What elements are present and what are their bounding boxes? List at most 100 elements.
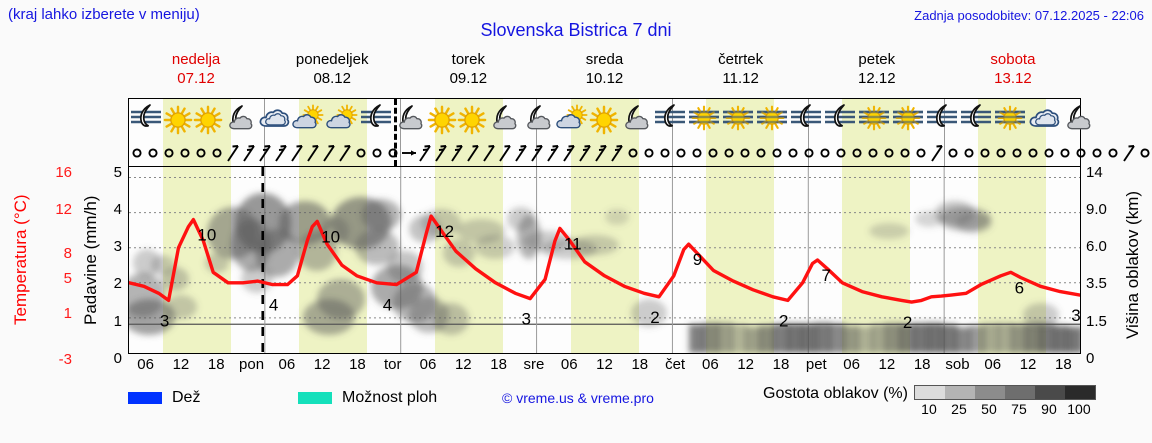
moon-cloud-icon bbox=[393, 100, 427, 140]
temp-annotation: 3 bbox=[160, 311, 169, 330]
wind-symbol-barb-1 bbox=[481, 141, 497, 165]
now-marker-strip bbox=[394, 99, 398, 166]
wind-symbol-barb-1 bbox=[1121, 141, 1137, 165]
cloud-density-tick-3: 75 bbox=[1011, 401, 1027, 417]
wind-symbol-calm bbox=[1057, 141, 1073, 165]
day-header-row: nedelja 07.12 ponedeljek 08.12 torek 09.12 sre… bbox=[128, 50, 1081, 92]
wind-symbol-calm bbox=[737, 141, 753, 165]
wind-symbol-barb-1 bbox=[337, 141, 353, 165]
daylight-band bbox=[468, 167, 503, 353]
wind-symbol-barb-2 bbox=[545, 141, 561, 165]
wind-symbol-barb-2 bbox=[417, 141, 433, 165]
page-title: Slovenska Bistrica 7 dni bbox=[480, 20, 672, 40]
time-tick-6: 18 bbox=[349, 356, 366, 373]
day-separator bbox=[809, 99, 945, 166]
wind-symbol-barb-2 bbox=[257, 141, 273, 165]
daylight-band bbox=[876, 167, 911, 353]
wind-symbol-calm bbox=[913, 141, 929, 165]
wind-symbol-calm bbox=[977, 141, 993, 165]
daylight-band bbox=[842, 167, 877, 353]
time-tick-4: 06 bbox=[278, 356, 296, 373]
wind-symbol-calm bbox=[673, 141, 689, 165]
temp-annotation: 4 bbox=[269, 296, 278, 315]
wind-symbol-barb-2 bbox=[449, 141, 465, 165]
legend-label-rain: Dež bbox=[172, 389, 201, 406]
cloud-density-legend: Gostota oblakov (%) 10 25 50 75 90 100 bbox=[763, 385, 1096, 417]
wind-symbol-barb-2 bbox=[593, 141, 609, 165]
wind-symbol-calm bbox=[865, 141, 881, 165]
cloud-tick-2: 6.0 bbox=[1086, 238, 1107, 255]
wind-symbol-calm bbox=[641, 141, 657, 165]
wind-symbol-calm bbox=[689, 141, 705, 165]
cloud-density-bars bbox=[913, 385, 1096, 400]
wind-symbol-calm bbox=[769, 141, 785, 165]
time-tick-14: 18 bbox=[631, 356, 649, 373]
cloud-tick-0: 14 bbox=[1086, 164, 1103, 181]
time-tick-26: 18 bbox=[1055, 356, 1072, 373]
moon-cloud-icon bbox=[223, 100, 257, 140]
rain-swatch bbox=[128, 392, 162, 404]
wind-symbol-calm bbox=[961, 141, 977, 165]
legend-item-rain: Dež bbox=[128, 389, 200, 407]
wind-symbol-calm bbox=[881, 141, 897, 165]
wind-symbol-barb-1 bbox=[305, 141, 321, 165]
day-date: 11.12 bbox=[722, 70, 759, 87]
day-name: ponedeljek bbox=[295, 51, 369, 68]
forecast-symbol-strip bbox=[128, 98, 1150, 166]
copyright-link[interactable]: © vreme.us & vreme.pro bbox=[502, 390, 654, 406]
day-date: 13.12 bbox=[994, 70, 1032, 87]
moon-cloud-icon bbox=[619, 100, 653, 140]
wind-symbol-calm bbox=[1105, 141, 1121, 165]
temp-annotation: 2 bbox=[903, 313, 912, 332]
wind-symbol-calm bbox=[1137, 141, 1152, 165]
time-tick-9: 12 bbox=[454, 356, 472, 373]
day-header-0: nedelja 07.12 bbox=[128, 50, 264, 92]
temp-annotation: 7 bbox=[821, 266, 830, 285]
time-tick-15: čet bbox=[665, 356, 686, 373]
time-tick-23: sob bbox=[945, 356, 970, 373]
temp-annotation: 4 bbox=[383, 296, 392, 315]
legend: Dež Možnost ploh © vreme.us & vreme.pro … bbox=[128, 385, 1144, 425]
wind-symbol-calm bbox=[193, 141, 209, 165]
time-tick-10: 18 bbox=[490, 356, 507, 373]
prec-tick-3: 2 bbox=[113, 275, 122, 292]
day-date: 08.12 bbox=[313, 70, 351, 87]
temp-annotation: 2 bbox=[650, 308, 659, 327]
forecast-plot: 3 10 4 10 4 12 3 11 2 9 2 7 2 6 3 bbox=[128, 166, 1081, 354]
time-tick-24: 06 bbox=[984, 356, 1002, 373]
time-tick-21: 12 bbox=[878, 356, 896, 373]
wind-symbol-calm bbox=[353, 141, 369, 165]
wind-symbol-calm bbox=[129, 141, 145, 165]
wind-symbol-barb-2 bbox=[433, 141, 449, 165]
wind-symbol-calm bbox=[161, 141, 177, 165]
cloud-icon bbox=[1027, 100, 1061, 140]
wind-symbol-calm bbox=[1089, 141, 1105, 165]
wind-symbol-calm bbox=[1009, 141, 1025, 165]
showers-swatch bbox=[298, 392, 332, 404]
wind-symbol-calm bbox=[209, 141, 225, 165]
day-date: 09.12 bbox=[449, 70, 488, 87]
cloud-density-bar-2 bbox=[974, 386, 1005, 399]
temp-annotation: 3 bbox=[1071, 306, 1080, 325]
daylight-band bbox=[604, 167, 639, 353]
daylight-band bbox=[978, 167, 1013, 353]
time-tick-16: 06 bbox=[702, 356, 719, 373]
day-header-1: ponedeljek 08.12 bbox=[264, 50, 400, 92]
temp-annotation: 6 bbox=[1015, 278, 1024, 297]
last-update-text: Zadnja posodobitev: 07.12.2025 - 22:06 bbox=[914, 8, 1144, 23]
cloud-density-tick-5: 100 bbox=[1067, 401, 1091, 417]
sun-cloud-icon bbox=[555, 100, 589, 140]
wind-symbol-calm bbox=[785, 141, 801, 165]
wind-symbol-calm bbox=[625, 141, 641, 165]
wind-symbol-barb-2 bbox=[273, 141, 289, 165]
time-tick-17: 12 bbox=[737, 356, 755, 373]
day-separator bbox=[265, 99, 401, 166]
temp-annotation: 10 bbox=[197, 226, 216, 245]
day-header-5: petek 12.12 bbox=[809, 50, 945, 92]
wind-symbol-barb-1 bbox=[225, 141, 241, 165]
wind-symbol-calm bbox=[817, 141, 833, 165]
wind-symbol-barb-2 bbox=[561, 141, 577, 165]
wind-symbol-calm bbox=[369, 141, 385, 165]
wind-symbol-calm bbox=[1073, 141, 1089, 165]
sun-icon bbox=[163, 100, 193, 140]
